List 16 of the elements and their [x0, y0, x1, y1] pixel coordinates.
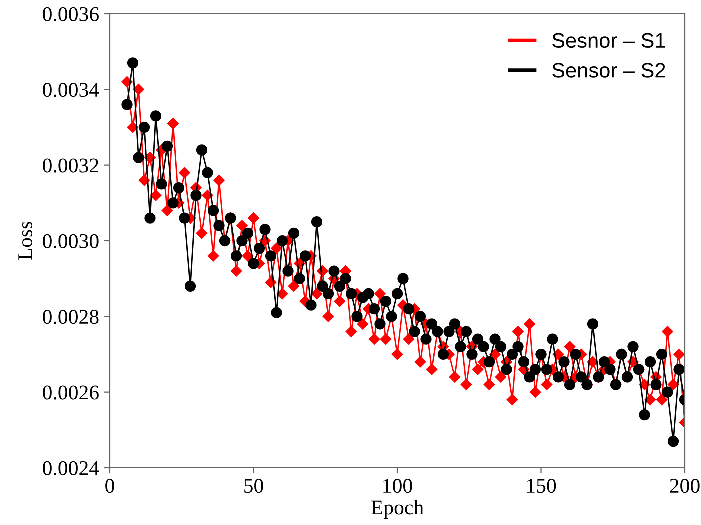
y-tick-label: 0.0030	[43, 234, 99, 249]
x-tick-label: 50	[244, 479, 264, 494]
y-tick-label: 0.0024	[43, 461, 100, 476]
x-tick-label: 200	[670, 479, 700, 494]
legend-label: Sesnor – S1	[552, 33, 666, 48]
x-tick-label: 0	[106, 479, 114, 494]
y-tick-label: 0.0032	[43, 158, 98, 173]
y-tick-label: 0.0036	[43, 7, 99, 22]
y-tick-label: 0.0028	[43, 310, 99, 324]
x-axis-title: Epoch	[371, 500, 424, 519]
x-tick-label: 100	[384, 479, 412, 494]
x-tick-label: 150	[527, 479, 556, 494]
y-tick-label: 0.0034	[43, 83, 100, 98]
y-tick-label: 0.0026	[43, 386, 99, 400]
y-axis-title: Loss	[18, 222, 33, 260]
legend-label: Sensor – S2	[552, 63, 666, 78]
